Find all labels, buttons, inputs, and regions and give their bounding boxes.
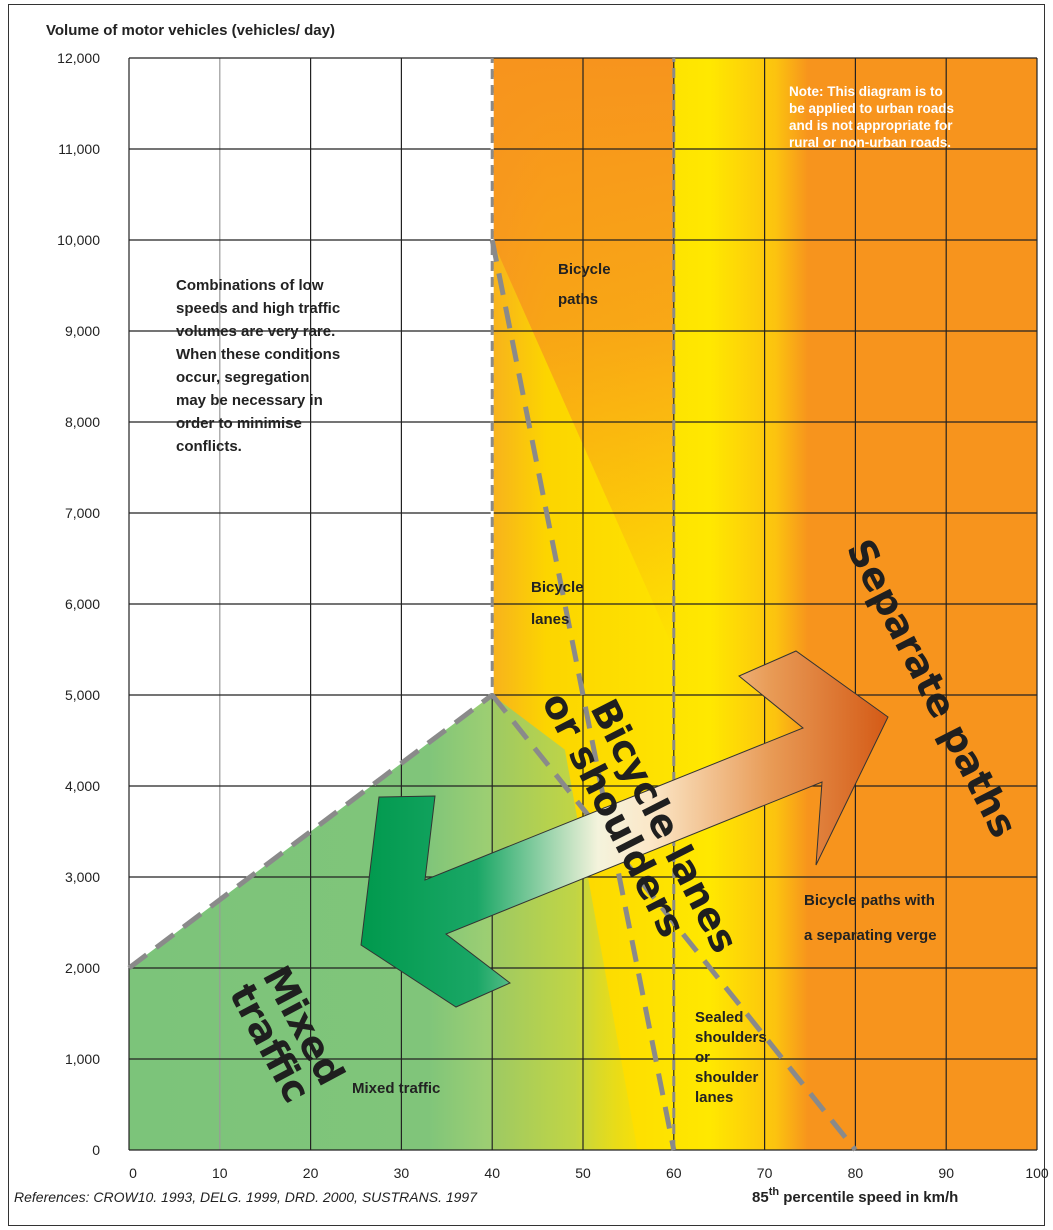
zone-boundaries xyxy=(127,58,858,1152)
note-sealed-shoulders: Sealed shoulders or shoulder lanes xyxy=(695,1009,771,1106)
note-bicycle-paths: Bicycle paths xyxy=(558,261,615,308)
note-mixed-traffic: Mixed traffic xyxy=(352,1080,440,1097)
x-tick-label: 90 xyxy=(938,1165,954,1181)
x-tick-label: 80 xyxy=(848,1165,864,1181)
note-bicycle-paths-l2: paths xyxy=(558,291,598,308)
y-axis-label: Volume of motor vehicles (vehicles/ day) xyxy=(46,22,335,39)
y-tick-label: 9,000 xyxy=(65,323,100,339)
x-tick-label: 50 xyxy=(575,1165,591,1181)
note-rare-l3: volumes are very rare. xyxy=(176,323,335,340)
x-tick-label: 10 xyxy=(212,1165,228,1181)
note-bicycle-lanes-l1: Bicycle xyxy=(531,579,584,596)
note-sealed-l4: shoulder xyxy=(695,1069,759,1086)
boundary-line xyxy=(490,693,858,1152)
x-tick-label: 0 xyxy=(129,1165,137,1181)
note-rare-l8: conflicts. xyxy=(176,438,242,455)
x-tick-label: 40 xyxy=(484,1165,500,1181)
boundary-line xyxy=(127,693,494,970)
y-tick-label: 4,000 xyxy=(65,778,100,794)
y-tick-label: 10,000 xyxy=(57,232,100,248)
y-tick-label: 8,000 xyxy=(65,414,100,430)
y-tick-label: 12,000 xyxy=(57,50,100,66)
y-tick-label: 0 xyxy=(92,1142,100,1158)
note-sealed-l1: Sealed xyxy=(695,1009,743,1026)
note-rare-l7: order to minimise xyxy=(176,415,302,432)
note-urban-l1: Note: This diagram is to xyxy=(789,84,943,99)
references: References: CROW10. 1993, DELG. 1999, DR… xyxy=(14,1189,478,1205)
note-bicycle-lanes: Bicycle lanes xyxy=(531,579,588,628)
note-paths-verge-l2: a separating verge xyxy=(804,927,937,944)
note-urban-roads: Note: This diagram is to be applied to u… xyxy=(789,84,958,150)
y-tick-label: 11,000 xyxy=(58,141,100,157)
note-rare-l5: occur, segregation xyxy=(176,369,309,386)
y-tick-label: 3,000 xyxy=(65,869,100,885)
note-rare-l6: may be necessary in xyxy=(176,392,323,409)
figure-frame xyxy=(8,4,1045,1226)
note-sealed-l2: shoulders xyxy=(695,1029,767,1046)
note-rare-l1: Combinations of low xyxy=(176,277,324,294)
x-axis-label-rest: percentile speed in km/h xyxy=(779,1189,958,1206)
x-axis-ticks: 0 10 20 30 40 50 60 70 80 90 100 xyxy=(129,1165,1049,1181)
note-rare-l2: speeds and high traffic xyxy=(176,300,340,317)
note-sealed-l3: or xyxy=(695,1049,710,1066)
x-axis-label: 85th percentile speed in km/h xyxy=(752,1186,958,1206)
x-tick-label: 70 xyxy=(757,1165,773,1181)
y-tick-label: 6,000 xyxy=(65,596,100,612)
x-axis-label-sup: th xyxy=(769,1186,780,1198)
y-tick-label: 2,000 xyxy=(65,960,100,976)
note-bicycle-lanes-l2: lanes xyxy=(531,611,569,628)
note-rare-l4: When these conditions xyxy=(176,346,340,363)
note-paths-verge-l1: Bicycle paths with xyxy=(804,892,935,909)
y-tick-label: 5,000 xyxy=(65,687,100,703)
note-paths-verge: Bicycle paths with a separating verge xyxy=(804,892,939,944)
x-tick-label: 60 xyxy=(666,1165,682,1181)
x-axis-label-base: 85 xyxy=(752,1189,769,1206)
x-tick-label: 30 xyxy=(394,1165,410,1181)
x-tick-label: 100 xyxy=(1025,1165,1049,1181)
boundary-line xyxy=(489,239,677,1151)
note-sealed-l5: lanes xyxy=(695,1089,733,1106)
double-arrow-icon xyxy=(360,650,889,1008)
note-urban-l4: rural or non-urban roads. xyxy=(789,135,951,150)
x-tick-label: 20 xyxy=(303,1165,319,1181)
note-urban-l3: and is not appropriate for xyxy=(789,118,953,133)
y-axis-ticks: 0 1,000 2,000 3,000 4,000 5,000 6,000 7,000 8,00… xyxy=(57,50,100,1158)
y-tick-label: 7,000 xyxy=(65,505,100,521)
note-bicycle-paths-l1: Bicycle xyxy=(558,261,611,278)
note-rare-combinations: Combinations of low speeds and high traf… xyxy=(176,277,344,455)
plot-area xyxy=(127,57,1038,1152)
y-tick-label: 1,000 xyxy=(65,1051,100,1067)
note-urban-l2: be applied to urban roads xyxy=(789,101,954,116)
